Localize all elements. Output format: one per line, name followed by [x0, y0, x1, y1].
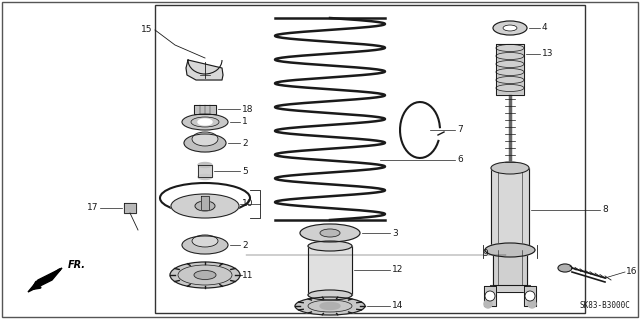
Ellipse shape	[485, 243, 535, 257]
Text: 7: 7	[457, 125, 463, 135]
Bar	[496, 44, 524, 95]
Bar	[524, 286, 536, 306]
Bar	[124, 203, 136, 213]
Bar	[155, 5, 585, 313]
Text: 16: 16	[626, 268, 637, 277]
Ellipse shape	[496, 44, 524, 51]
Ellipse shape	[300, 224, 360, 242]
Ellipse shape	[192, 235, 218, 247]
Ellipse shape	[171, 194, 239, 218]
Circle shape	[528, 300, 536, 308]
Ellipse shape	[198, 162, 212, 167]
Ellipse shape	[182, 236, 228, 254]
Text: 15: 15	[141, 25, 152, 33]
Text: 11: 11	[242, 271, 253, 279]
Polygon shape	[28, 268, 62, 292]
Ellipse shape	[195, 201, 215, 211]
Ellipse shape	[496, 69, 524, 76]
Text: 13: 13	[542, 49, 554, 58]
Ellipse shape	[491, 162, 529, 174]
Bar	[484, 286, 496, 306]
Circle shape	[485, 291, 495, 301]
Ellipse shape	[184, 134, 226, 152]
Ellipse shape	[558, 264, 572, 272]
Ellipse shape	[192, 132, 218, 146]
Ellipse shape	[496, 85, 524, 92]
Text: 2: 2	[242, 241, 248, 249]
Circle shape	[525, 291, 535, 301]
Ellipse shape	[194, 271, 216, 279]
Bar	[201, 196, 209, 210]
Bar	[490, 285, 530, 292]
Bar	[194, 105, 216, 114]
Text: 2: 2	[242, 138, 248, 147]
Text: 9: 9	[483, 249, 488, 258]
Text: 18: 18	[242, 105, 253, 114]
Ellipse shape	[496, 53, 524, 60]
Ellipse shape	[320, 229, 340, 237]
Text: 14: 14	[392, 301, 403, 310]
Ellipse shape	[182, 114, 228, 130]
Text: 17: 17	[86, 204, 98, 212]
Ellipse shape	[496, 61, 524, 68]
Text: 6: 6	[457, 155, 463, 165]
Bar	[491, 168, 529, 250]
Polygon shape	[186, 60, 223, 80]
Ellipse shape	[198, 119, 212, 125]
Text: 8: 8	[602, 205, 608, 214]
Text: SK83-B3000C: SK83-B3000C	[579, 301, 630, 310]
Ellipse shape	[496, 77, 524, 84]
Text: 3: 3	[392, 228, 397, 238]
Bar	[493, 250, 527, 285]
Bar	[308, 246, 352, 295]
Ellipse shape	[198, 174, 212, 180]
Ellipse shape	[308, 241, 352, 251]
Text: 1: 1	[242, 117, 248, 127]
Text: FR.: FR.	[68, 260, 86, 270]
Ellipse shape	[493, 21, 527, 35]
Text: 10: 10	[242, 199, 253, 209]
Text: 12: 12	[392, 265, 403, 275]
Ellipse shape	[308, 290, 352, 300]
Ellipse shape	[320, 302, 340, 309]
Circle shape	[484, 300, 492, 308]
Ellipse shape	[295, 297, 365, 315]
Bar	[198, 165, 212, 177]
Text: 5: 5	[242, 167, 248, 175]
Ellipse shape	[170, 262, 240, 288]
Text: 4: 4	[542, 24, 548, 33]
Ellipse shape	[503, 25, 517, 31]
